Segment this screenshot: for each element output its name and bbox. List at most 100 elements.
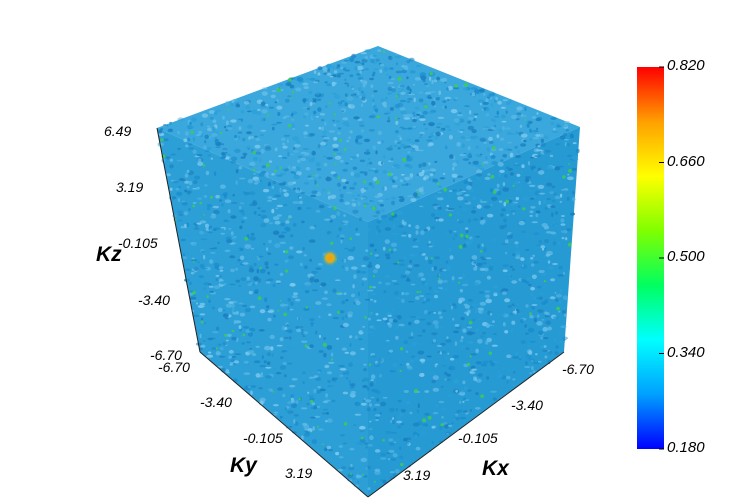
volume-speckle	[240, 156, 246, 159]
volume-speckle	[294, 143, 301, 148]
volume-speckle	[433, 79, 437, 83]
volume-speckle	[366, 407, 371, 412]
volume-speckle	[296, 223, 300, 228]
volume-green-speck	[160, 138, 164, 142]
volume-speckle	[342, 391, 349, 395]
volume-speckle	[325, 412, 330, 415]
volume-speckle	[441, 416, 445, 419]
volume-speckle	[365, 399, 372, 403]
volume-speckle	[293, 187, 297, 190]
volume-speckle	[356, 65, 364, 71]
volume-speckle	[406, 138, 412, 142]
volume-speckle	[283, 336, 290, 339]
volume-speckle	[358, 338, 363, 341]
volume-speckle	[534, 318, 537, 323]
volume-speckle	[253, 248, 258, 251]
volume-speckle	[439, 177, 446, 180]
volume-speckle	[543, 255, 547, 258]
volume-speckle	[304, 265, 308, 270]
volume-speckle	[331, 352, 334, 357]
volume-speckle	[397, 399, 402, 403]
volume-speckle	[255, 373, 261, 378]
volume-speckle	[322, 130, 327, 135]
volume-speckle	[342, 67, 347, 71]
volume-speckle	[197, 197, 203, 200]
volume-speckle	[419, 114, 425, 119]
volume-speckle	[380, 98, 386, 103]
volume-speckle	[471, 255, 478, 260]
volume-speckle	[447, 352, 450, 355]
volume-speckle	[483, 92, 486, 96]
volume-speckle	[446, 336, 449, 340]
volume-speckle	[205, 150, 210, 152]
volume-speckle	[531, 306, 535, 310]
volume-speckle	[253, 360, 261, 364]
volume-speckle	[474, 376, 478, 382]
volume-speckle	[433, 294, 439, 299]
volume-speckle	[273, 411, 279, 414]
volume-speckle	[363, 363, 367, 366]
volume-speckle	[420, 230, 425, 236]
volume-speckle	[382, 317, 388, 321]
volume-speckle	[190, 299, 197, 302]
volume-speckle	[476, 172, 483, 177]
volume-speckle	[505, 375, 511, 380]
volume-speckle	[317, 72, 321, 77]
volume-speckle	[209, 259, 214, 264]
volume-green-speck	[274, 169, 277, 173]
volume-speckle	[386, 322, 391, 325]
volume-speckle	[332, 316, 340, 320]
volume-green-speck	[416, 191, 420, 194]
volume-speckle	[235, 169, 239, 174]
volume-speckle	[268, 348, 276, 353]
volume-speckle	[254, 135, 258, 138]
volume-speckle	[459, 205, 462, 208]
volume-speckle	[380, 63, 384, 67]
volume-speckle	[192, 314, 200, 317]
volume-speckle	[297, 206, 302, 211]
volume-speckle	[381, 214, 388, 219]
volume-speckle	[403, 65, 409, 70]
volume-speckle	[176, 159, 183, 162]
volume-speckle	[215, 343, 221, 346]
volume-speckle	[311, 150, 316, 156]
volume-speckle	[354, 335, 358, 340]
volume-speckle	[504, 174, 508, 178]
volume-speckle	[348, 362, 353, 368]
volume-speckle	[487, 91, 494, 94]
volume-speckle	[195, 329, 202, 332]
volume-speckle	[364, 442, 369, 445]
volume-speckle	[369, 418, 376, 422]
volume-speckle	[270, 272, 274, 277]
volume-speckle	[315, 330, 318, 335]
volume-speckle	[525, 281, 529, 284]
volume-speckle	[514, 250, 521, 255]
x-axis: -6.70 -3.40 -0.105 3.19 Kx	[403, 361, 594, 483]
volume-speckle	[329, 75, 334, 78]
volume-speckle	[572, 190, 575, 195]
volume-speckle	[316, 320, 321, 324]
volume-speckle	[472, 196, 477, 201]
volume-speckle	[462, 158, 470, 161]
volume-speckle	[551, 199, 556, 203]
volume-speckle	[240, 109, 245, 114]
volume-speckle	[293, 419, 296, 424]
volume-speckle	[492, 119, 495, 122]
volume-speckle	[276, 121, 282, 124]
volume-speckle	[269, 334, 275, 340]
volume-speckle	[219, 269, 224, 272]
volume-speckle	[280, 303, 286, 307]
volume-speckle	[537, 335, 544, 339]
volume-speckle	[358, 120, 365, 126]
volume-speckle	[384, 227, 392, 231]
volume-speckle	[415, 296, 420, 300]
volume-speckle	[444, 145, 448, 150]
volume-speckle	[374, 449, 381, 453]
volume-speckle	[363, 368, 368, 372]
volume-speckle	[219, 275, 222, 278]
volume-speckle	[522, 196, 529, 201]
volume-speckle	[545, 320, 551, 325]
volume-speckle	[551, 130, 559, 133]
volume-speckle	[253, 156, 258, 161]
volume-speckle	[476, 176, 481, 180]
